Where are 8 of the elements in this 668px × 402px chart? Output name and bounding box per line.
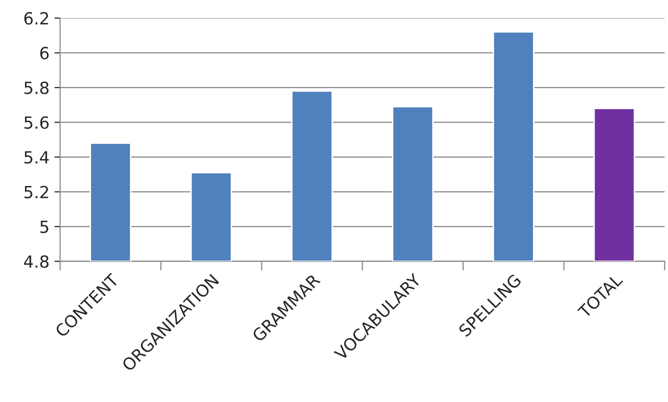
y-tick-label: 5.8 <box>24 82 49 94</box>
y-tick-label: 6 <box>40 46 49 60</box>
y-tick-label: 5 <box>40 220 48 234</box>
y-tick-label: 6.2 <box>24 12 48 25</box>
y-tick-label: 5.4 <box>24 151 49 164</box>
y-tick-label: 5.6 <box>24 116 49 129</box>
y-tick-label: 4.8 <box>24 255 49 268</box>
y-tick-label: 5.2 <box>24 186 48 198</box>
